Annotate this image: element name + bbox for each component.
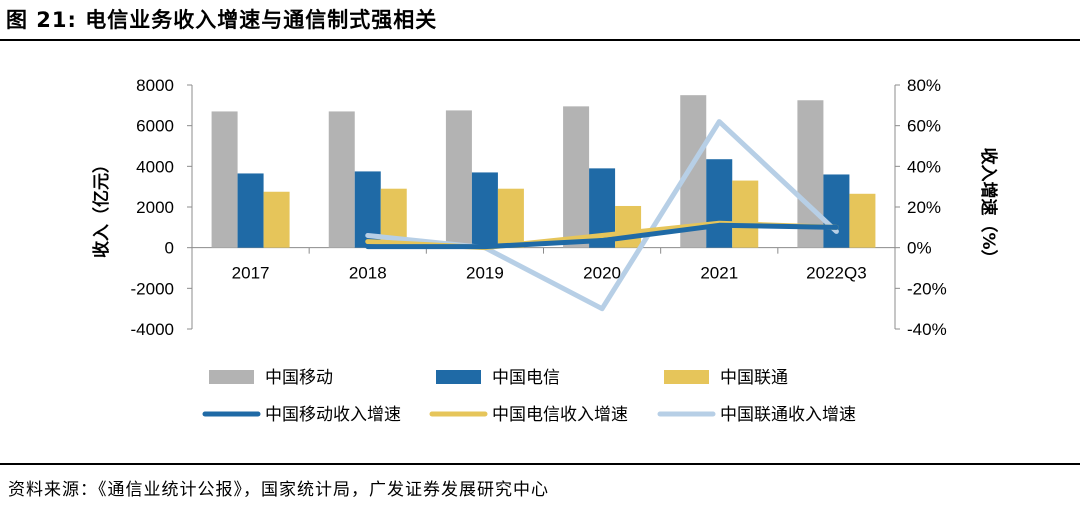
left-tick-label: 6000 bbox=[136, 117, 174, 136]
right-tick-label: -20% bbox=[907, 279, 947, 298]
right-axis-title: 收入增速（%） bbox=[978, 147, 999, 266]
left-tick-label: 0 bbox=[165, 239, 174, 258]
right-tick-label: -40% bbox=[907, 320, 947, 339]
x-tick-label: 2020 bbox=[583, 264, 621, 283]
bar-mobile bbox=[563, 106, 590, 248]
bar-mobile bbox=[445, 110, 472, 248]
x-tick-label: 2018 bbox=[349, 264, 387, 283]
bar-unicom bbox=[732, 180, 759, 248]
left-tick-label: 2000 bbox=[136, 198, 174, 217]
right-tick-label: 0% bbox=[907, 239, 932, 258]
bar-telecom bbox=[823, 174, 850, 248]
legend-label: 中国电信 bbox=[492, 368, 560, 388]
legend-label: 中国移动 bbox=[265, 368, 333, 388]
bar-telecom bbox=[471, 172, 498, 248]
bar-unicom bbox=[263, 191, 290, 248]
bar-mobile bbox=[797, 100, 824, 248]
right-tick-label: 40% bbox=[907, 157, 941, 176]
bar-mobile bbox=[680, 95, 707, 248]
legend-swatch-bar bbox=[436, 370, 481, 384]
legend-label: 中国联通收入增速 bbox=[720, 405, 856, 425]
left-tick-label: -2000 bbox=[131, 279, 174, 298]
legend-label: 中国联通 bbox=[720, 368, 788, 388]
x-tick-label: 2019 bbox=[466, 264, 504, 283]
legend-swatch-bar bbox=[664, 370, 709, 384]
chart-axes: -4000 -2000 0 2000 4000 6000 8000 -40% -20% 0% 20%… bbox=[131, 76, 947, 339]
bar-telecom bbox=[706, 159, 733, 248]
legend-swatch-bar bbox=[209, 370, 254, 384]
bar-telecom bbox=[237, 173, 264, 248]
right-tick-label: 60% bbox=[907, 117, 941, 136]
bar-mobile bbox=[211, 111, 238, 248]
source-note: 资料来源：《通信业统计公报》，国家统计局，广发证券发展研究中心 bbox=[8, 480, 549, 500]
bottom-rule bbox=[0, 463, 1080, 465]
left-tick-label: 4000 bbox=[136, 157, 174, 176]
chart-labels: 2017 2018 2019 2020 2021 2022Q3 收入（亿元） 收入增速（%） bbox=[91, 147, 999, 282]
bar-unicom bbox=[497, 188, 524, 248]
right-tick-label: 80% bbox=[907, 76, 941, 95]
bar-unicom bbox=[849, 193, 876, 248]
combo-chart: -4000 -2000 0 2000 4000 6000 8000 -40% -20% 0% 20%… bbox=[91, 76, 999, 425]
left-tick-label: -4000 bbox=[131, 320, 174, 339]
left-axis-title: 收入（亿元） bbox=[91, 156, 112, 258]
legend-label: 中国电信收入增速 bbox=[492, 405, 628, 425]
chart-lines bbox=[365, 119, 839, 312]
figure-title: 图 21: 电信业务收入增速与通信制式强相关 bbox=[6, 8, 438, 32]
x-tick-label: 2022Q3 bbox=[806, 264, 867, 283]
x-tick-label: 2017 bbox=[232, 264, 270, 283]
bar-mobile bbox=[328, 111, 355, 248]
top-rule bbox=[0, 39, 1080, 41]
x-tick-label: 2021 bbox=[700, 264, 738, 283]
right-tick-label: 20% bbox=[907, 198, 941, 217]
bar-unicom bbox=[615, 205, 642, 248]
left-tick-label: 8000 bbox=[136, 76, 174, 95]
chart-bars bbox=[211, 95, 876, 248]
legend-label: 中国移动收入增速 bbox=[265, 405, 401, 425]
